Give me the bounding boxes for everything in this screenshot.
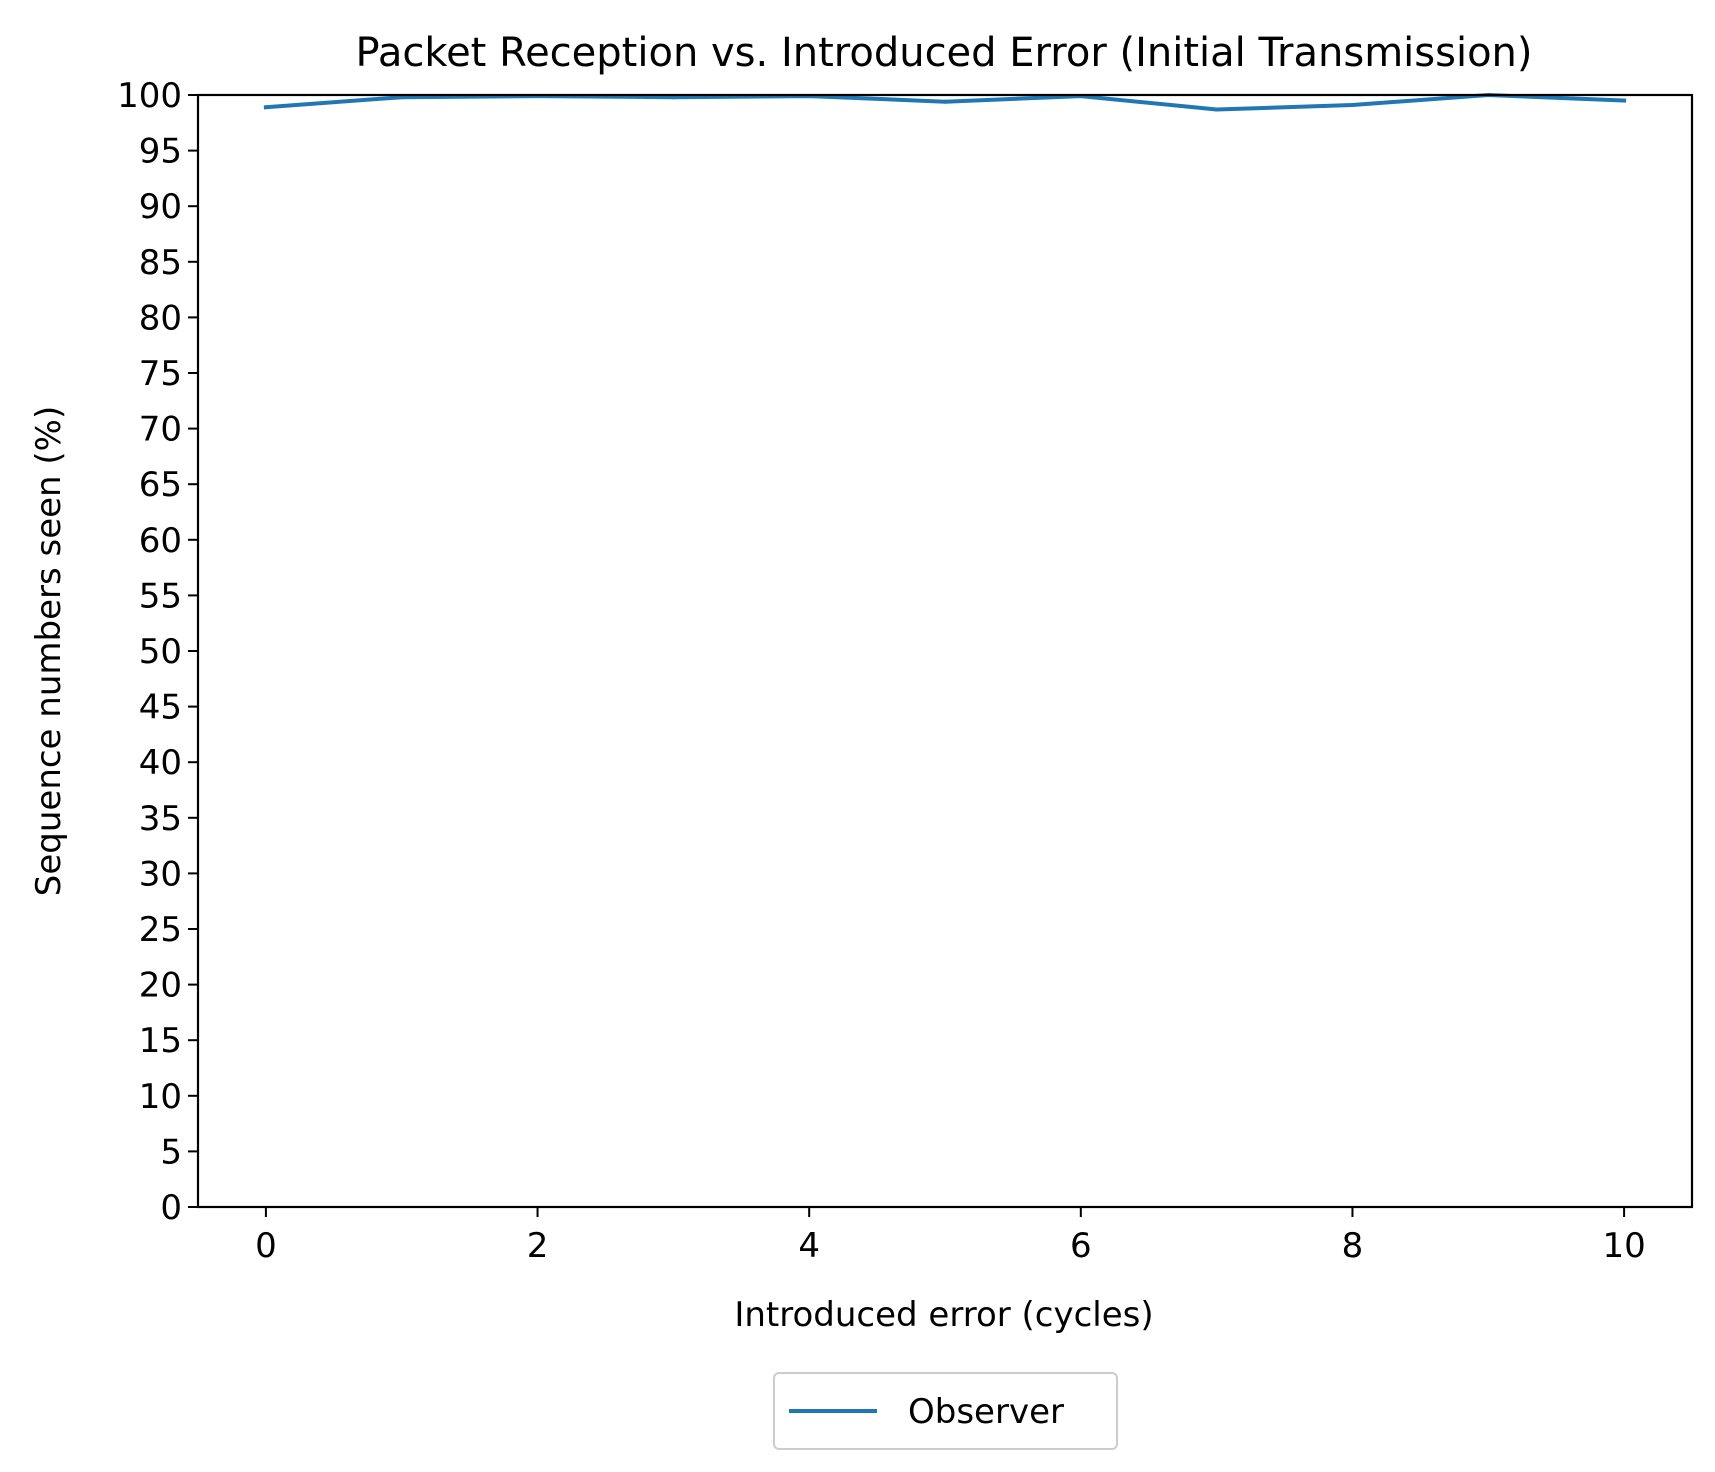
y-tick-label: 60: [139, 521, 182, 561]
y-tick-label: 55: [139, 576, 182, 616]
y-tick-label: 90: [139, 187, 182, 227]
y-tick-label: 15: [139, 1021, 182, 1061]
y-tick-label: 30: [139, 854, 182, 894]
y-axis-label: Sequence numbers seen (%): [29, 406, 69, 896]
data-point: [1350, 103, 1355, 108]
y-tick-label: 65: [139, 465, 182, 505]
y-tick-label: 75: [139, 354, 182, 394]
y-tick-label: 20: [139, 966, 182, 1006]
x-tick-label: 6: [1070, 1226, 1092, 1266]
data-point: [263, 105, 268, 110]
x-axis: 0 2 4 6 8 10: [255, 1207, 1646, 1266]
chart-title: Packet Reception vs. Introduced Error (I…: [356, 30, 1533, 76]
y-tick-label: 10: [139, 1077, 182, 1117]
legend-label-observer: Observer: [908, 1392, 1064, 1432]
y-tick-label: 5: [160, 1132, 182, 1172]
x-tick-label: 0: [255, 1226, 277, 1266]
y-tick-label: 40: [139, 743, 182, 783]
legend-box: [773, 1372, 1118, 1450]
y-tick-label: 70: [139, 410, 182, 450]
plot-frame: [196, 93, 1694, 1209]
y-tick-label: 25: [139, 910, 182, 950]
y-tick-label: 85: [139, 243, 182, 283]
y-tick-label: 35: [139, 799, 182, 839]
legend: Observer: [773, 1372, 1118, 1450]
y-tick-label: 45: [139, 688, 182, 728]
x-axis-label: Introduced error (cycles): [734, 1295, 1153, 1335]
y-tick-label: 100: [117, 76, 182, 116]
data-point: [399, 95, 404, 100]
x-tick-label: 8: [1342, 1226, 1364, 1266]
data-point: [943, 99, 947, 104]
y-tick-label: 0: [160, 1188, 182, 1228]
x-tick-label: 2: [527, 1226, 549, 1266]
y-axis: 0 5 10 15 20 25 30 35 40 45 50 55 60 65 70 75 80 85 90 95 10…: [117, 76, 198, 1228]
data-point: [1214, 107, 1219, 112]
x-tick-label: 10: [1602, 1226, 1645, 1266]
data-point: [671, 95, 676, 100]
x-tick-label: 4: [798, 1226, 820, 1266]
y-tick-label: 80: [139, 298, 182, 338]
y-tick-label: 50: [139, 632, 182, 672]
data-point: [1622, 98, 1627, 103]
y-tick-label: 95: [139, 132, 182, 172]
